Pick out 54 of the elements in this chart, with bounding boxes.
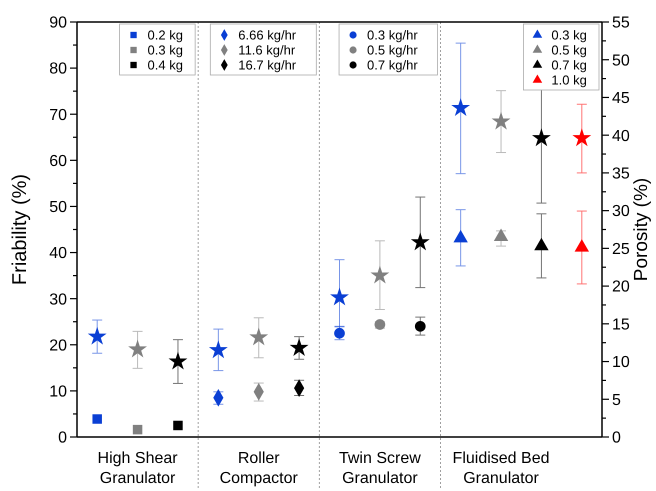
point (532, 128, 551, 146)
y-tick-label: 40 (49, 245, 68, 262)
y2-tick-label: 40 (612, 128, 630, 145)
y-tick-label: 10 (49, 383, 68, 400)
point (572, 128, 592, 146)
y-axis-title: Friability (%) (9, 174, 31, 286)
point (88, 326, 107, 345)
point (410, 232, 430, 250)
legend-label: 16.7 kg/hr (238, 58, 297, 73)
point (249, 328, 268, 346)
point (370, 266, 390, 284)
legend-label: 0.5 kg/hr (367, 42, 418, 58)
x-tick-label: High Shear Granulator (98, 450, 178, 487)
x-tick-label: Twin Screw Granulator (338, 450, 422, 487)
legend-label: 0.2 kg (148, 28, 183, 43)
point (128, 340, 147, 358)
y2-tick-label: 10 (612, 354, 630, 372)
legend-label: 0.3 kg/hr (367, 28, 418, 43)
y2-tick-label: 35 (612, 166, 630, 183)
point (208, 340, 228, 358)
y-tick-label: 70 (49, 106, 68, 124)
y-tick-label: 50 (49, 199, 68, 216)
y-tick-label: 80 (49, 60, 68, 78)
legend-label: 0.7 kg/hr (367, 58, 418, 73)
x-tick-label: Fluidised Bed Granulator (452, 450, 550, 487)
legend-label: 0.4 kg (148, 58, 183, 73)
point (451, 98, 470, 116)
y2-tick-label: 45 (612, 90, 630, 108)
y2-tick-label: 15 (612, 316, 630, 334)
y2-axis-title: Porosity (%) (631, 178, 652, 282)
legend-label: 11.6 kg/hr (238, 42, 296, 58)
y2-tick-label: 50 (612, 52, 630, 70)
y2-tick-label: 0 (612, 430, 621, 447)
y-tick-label: 90 (49, 14, 68, 32)
legend-label: 0.7 kg (551, 58, 587, 73)
point (330, 288, 349, 306)
legend-label: 0.5 kg (551, 42, 587, 58)
legend-label: 0.3 kg (148, 42, 183, 58)
y-tick-label: 20 (49, 337, 68, 354)
point (168, 352, 188, 370)
legend-label: 1.0 kg (551, 72, 587, 88)
y2-tick-label: 30 (612, 203, 630, 220)
legend-label: 6.66 kg/hr (238, 28, 297, 43)
y-tick-label: 0 (58, 430, 68, 447)
point (290, 338, 309, 356)
y2-tick-label: 25 (612, 240, 630, 258)
y2-tick-label: 20 (612, 278, 630, 296)
x-tick-label: Roller Compactor (220, 450, 299, 487)
y-tick-label: 60 (49, 152, 68, 170)
y2-tick-label: 55 (612, 14, 630, 32)
y2-tick-label: 5 (612, 392, 621, 409)
legend-label: 0.3 kg (551, 28, 587, 43)
y-tick-label: 30 (49, 291, 68, 308)
point (492, 112, 510, 130)
